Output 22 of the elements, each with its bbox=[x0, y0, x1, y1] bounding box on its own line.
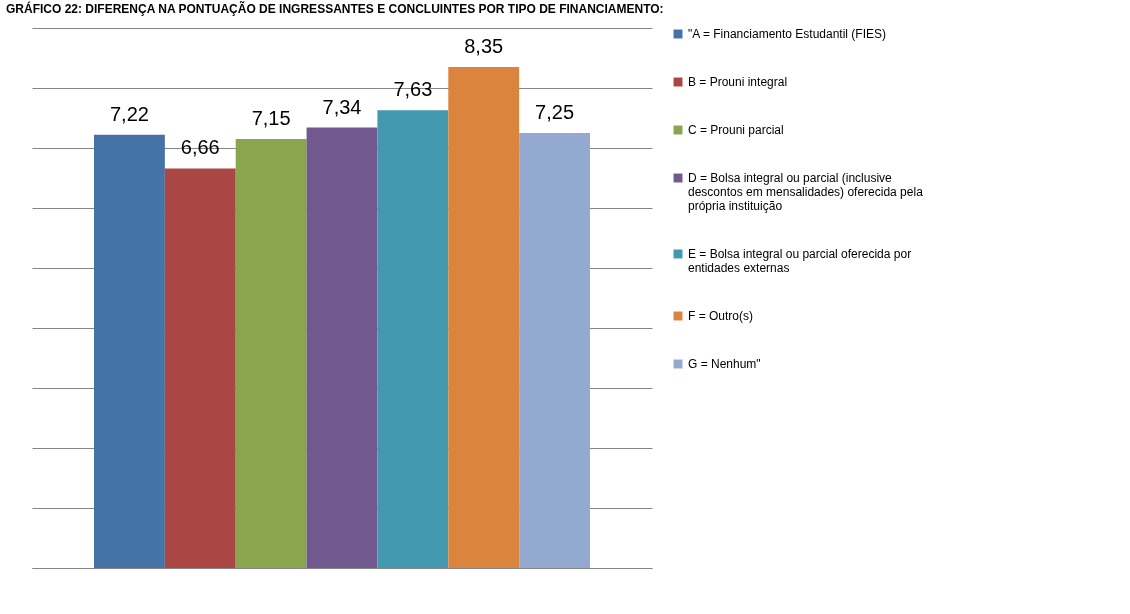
legend-label: F = Outro(s) bbox=[688, 309, 754, 323]
legend-label: G = Nenhum" bbox=[688, 357, 761, 371]
data-label: 7,63 bbox=[393, 78, 433, 101]
bar bbox=[448, 67, 520, 568]
legend-label: E = Bolsa integral ou parcial oferecida por entidades externas bbox=[688, 247, 912, 275]
data-label: 7,25 bbox=[535, 101, 575, 123]
data-label: 7,15 bbox=[251, 107, 291, 129]
data-label: 7,22 bbox=[109, 102, 149, 125]
data-label: 8,35 bbox=[464, 35, 504, 57]
legend-label: C = Prouni parcial bbox=[688, 123, 784, 137]
bar bbox=[164, 168, 236, 568]
bar bbox=[235, 139, 307, 568]
data-label: 7,34 bbox=[322, 95, 362, 118]
legend-label: B = Prouni integral bbox=[688, 75, 788, 89]
bar bbox=[377, 110, 449, 568]
legend-label: "A = Financiamento Estudantil (FIES) bbox=[688, 27, 887, 41]
data-label: 6,66 bbox=[180, 136, 220, 159]
chart-title: GRÁFICO 22: DIFERENÇA NA PONTUAÇÃO DE INGRESSANTES E CONCLUINTES POR TIPO DE FINANCIAMENTO: bbox=[5, 0, 665, 18]
bar bbox=[94, 134, 165, 568]
legend-label: D = Bolsa integral ou parcial (inclusive descontos em mensalidades) oferecida pela própria instituição bbox=[688, 171, 924, 213]
bar bbox=[519, 133, 590, 568]
bar bbox=[306, 127, 378, 568]
